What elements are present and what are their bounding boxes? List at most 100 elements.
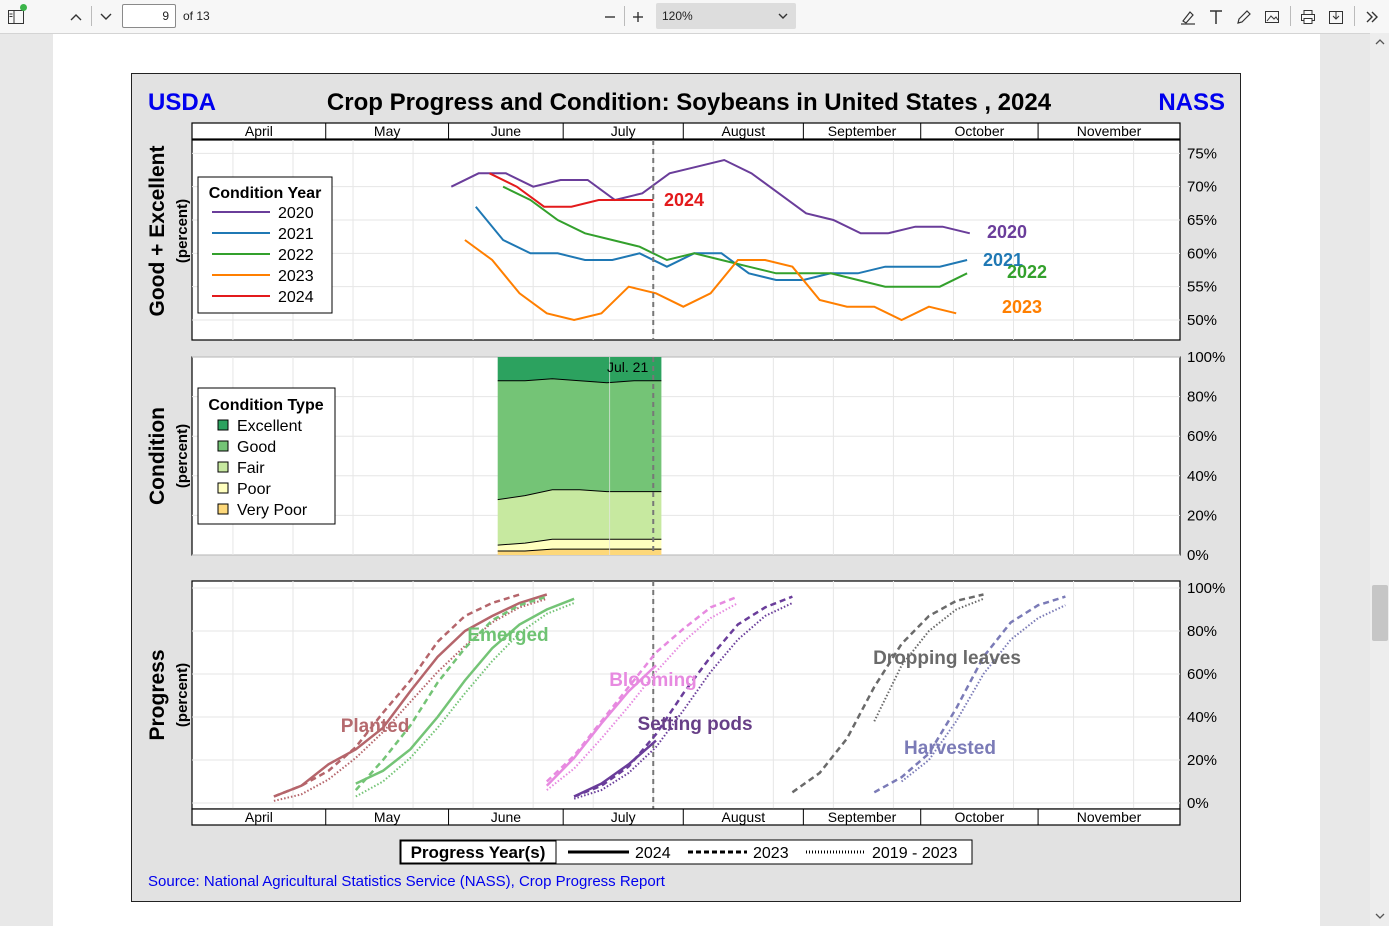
condition-type-legend-label: Very Poor [237, 502, 308, 519]
text-tool-button[interactable] [1206, 0, 1226, 33]
prog-emerged-2024-line [355, 597, 575, 785]
ge-ytick-label: 60% [1187, 245, 1217, 262]
prog-emerged-2023-line [354, 595, 548, 791]
ge-month-label: July [611, 123, 636, 139]
progress-year-legend-title: Progress Year(s) [411, 843, 546, 862]
ge-month-bar [191, 122, 1181, 140]
ge-ylabel-unit: (percent) [174, 199, 191, 263]
prog-ytick-label: 20% [1187, 752, 1217, 769]
progress-legend-label: 2019 - 2023 [872, 845, 958, 862]
zoom-out-button[interactable] [600, 0, 620, 33]
draw-icon [1236, 9, 1252, 25]
zoom-in-button[interactable] [628, 0, 648, 33]
condition-year-legend: Condition Year 2020 2021 2022 2023 2024 [197, 176, 333, 314]
ge-month-label: November [1077, 123, 1142, 139]
prog-ytick-label: 60% [1187, 666, 1217, 683]
prog-planted-avg-line [273, 597, 548, 802]
prog-setting-pods-avg-line [573, 602, 793, 800]
cond-ytick-label: 0% [1187, 547, 1209, 564]
more-tools-button[interactable] [1362, 0, 1382, 33]
condition-type-legend-swatch [217, 461, 229, 473]
cond-plot-area [191, 356, 1181, 556]
scroll-up-icon [1375, 39, 1385, 45]
prog-plot-area [191, 580, 1181, 810]
highlight-icon [1180, 9, 1196, 25]
condition-type-legend-swatch [217, 503, 229, 515]
print-button[interactable] [1298, 0, 1318, 33]
prog-planted-2024-line [273, 593, 548, 798]
cond-band-good [497, 378, 662, 500]
prog-stage-label-emerged: Emerged [467, 625, 548, 646]
ge-month-label: June [491, 123, 522, 139]
scrollbar-thumb[interactable] [1372, 585, 1388, 641]
ge-month-label: October [954, 123, 1004, 139]
source-note: Source: National Agricultural Statistics… [148, 873, 666, 890]
cond-band-excellent [497, 357, 662, 383]
prog-emerged-avg-line [355, 602, 575, 798]
cond-boundary-very_poor [497, 548, 662, 552]
progress-legend-label: 2023 [753, 845, 789, 862]
highlight-button[interactable] [1178, 0, 1198, 33]
sidebar-icon [8, 9, 24, 24]
text-icon [1208, 9, 1224, 25]
prog-planted-2023-line [273, 593, 520, 798]
prog-harvested-avg-line [900, 604, 1066, 783]
toolbar-divider [1354, 6, 1355, 26]
cond-ylabel-unit: (percent) [174, 424, 191, 488]
next-page-button[interactable] [96, 0, 116, 33]
page-number-input[interactable]: 9 [122, 4, 176, 28]
ge-ytick-label: 50% [1187, 312, 1217, 329]
ge-year-label-2020: 2020 [987, 222, 1027, 242]
prog-month-label: July [611, 809, 636, 825]
progress-year-legend-title-box [400, 840, 557, 864]
prog-ylabel: Progress [146, 649, 169, 740]
vertical-scrollbar[interactable] [1370, 33, 1389, 926]
prog-blooming-2023-line [545, 595, 739, 783]
sidebar-toggle-button[interactable] [6, 0, 27, 33]
page-down-icon [100, 13, 112, 21]
prog-stage-label-setting-pods: Setting pods [637, 714, 752, 735]
condition-type-legend-label: Good [237, 439, 276, 456]
ge-year-label-2023: 2023 [1002, 297, 1042, 317]
add-image-button[interactable] [1262, 0, 1282, 33]
toolbar-divider [1290, 6, 1291, 26]
prog-ylabel-unit: (percent) [174, 663, 191, 727]
nass-brand: NASS [1158, 89, 1225, 116]
chevron-down-icon [778, 3, 788, 38]
ge-ytick-label: 75% [1187, 145, 1217, 162]
condition-year-legend-label: 2023 [278, 268, 314, 285]
draw-button[interactable] [1234, 0, 1254, 33]
cond-boundary-fair [497, 489, 662, 501]
cond-boundary-good [497, 378, 662, 384]
condition-type-legend-title: Condition Type [208, 397, 323, 414]
figure-title: Crop Progress and Condition: Soybeans in… [327, 89, 1052, 116]
condition-year-legend-label: 2024 [278, 289, 314, 306]
prog-month-label: May [374, 809, 400, 825]
ge-month-label: May [374, 123, 400, 139]
usda-brand: USDA [148, 89, 216, 116]
previous-page-button[interactable] [66, 0, 86, 33]
cond-ytick-label: 40% [1187, 468, 1217, 485]
cond-ylabel: Condition [146, 407, 169, 505]
prog-month-label: October [954, 809, 1004, 825]
prog-month-label: November [1077, 809, 1142, 825]
ge-year-label-2024: 2024 [664, 190, 704, 210]
condition-type-legend-label: Poor [237, 481, 271, 498]
toolbar-divider [624, 6, 625, 26]
save-button[interactable] [1326, 0, 1346, 33]
zoom-select[interactable]: 120% [656, 3, 796, 29]
prog-month-label: June [491, 809, 522, 825]
prog-stage-label-dropping-leaves: Dropping leaves [873, 648, 1021, 669]
prog-stage-label-harvested: Harvested [904, 738, 996, 759]
prog-dropping-leaves-avg-line [873, 597, 984, 722]
cond-ytick-label: 80% [1187, 389, 1217, 406]
ge-plot-area [191, 139, 1181, 341]
prog-month-bar [191, 808, 1181, 826]
progress-year-legend: Progress Year(s) 2024 2023 2019 - 2023 [399, 839, 973, 865]
toolbar-divider [91, 6, 92, 26]
prog-stage-label-blooming: Blooming [609, 670, 697, 691]
cond-band-poor [497, 539, 662, 551]
zoom-value: 120% [662, 9, 693, 23]
prog-blooming-2024-line [545, 664, 657, 787]
ge-month-label: April [245, 123, 273, 139]
